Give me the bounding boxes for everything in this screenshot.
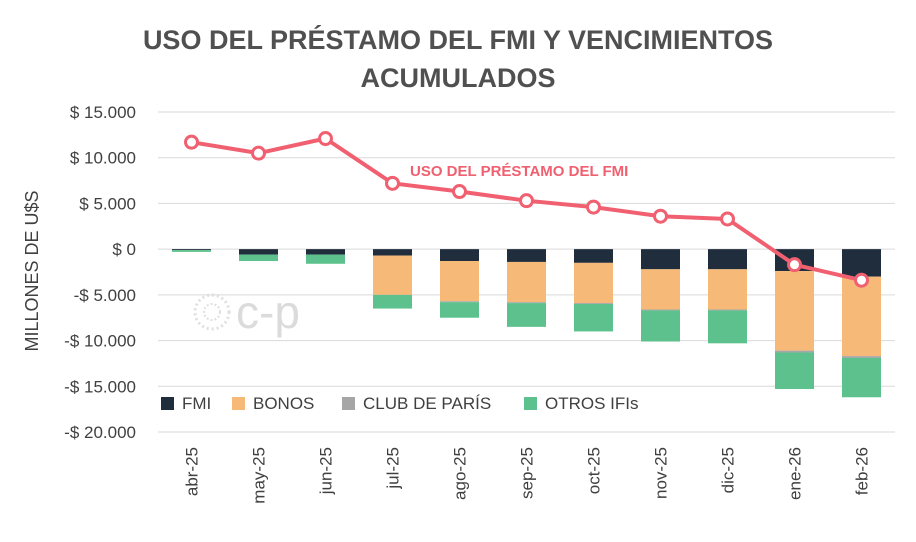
x-tick-label: ene-26 bbox=[786, 447, 805, 500]
y-tick-label: -$ 5.000 bbox=[74, 286, 136, 305]
y-axis-title: MILLONES DE U$S bbox=[22, 190, 42, 351]
line-point-feb-26 bbox=[854, 272, 869, 288]
bar-club-de-par-s-sep-25 bbox=[507, 302, 546, 304]
y-tick-label: $ 15.000 bbox=[70, 103, 136, 122]
bar-bonos-ene-26 bbox=[775, 271, 814, 351]
legend-label: OTROS IFIs bbox=[545, 394, 639, 413]
bar-otros-ifis-feb-26 bbox=[842, 357, 881, 398]
line-point-ago-25 bbox=[452, 184, 467, 200]
bar-fmi-jun-25 bbox=[306, 249, 345, 255]
bar-otros-ifis-dic-25 bbox=[708, 310, 747, 344]
bar-otros-ifis-sep-25 bbox=[507, 303, 546, 327]
bar-fmi-may-25 bbox=[239, 249, 278, 255]
bar-club-de-par-s-ago-25 bbox=[440, 301, 479, 303]
bar-bonos-jul-25 bbox=[373, 255, 412, 295]
bar-fmi-abr-25 bbox=[172, 249, 211, 251]
bar-series bbox=[172, 249, 881, 398]
bar-fmi-nov-25 bbox=[641, 249, 680, 270]
x-tick-label: feb-26 bbox=[853, 447, 872, 495]
watermark-text: c-p bbox=[236, 286, 300, 338]
x-tick-label: nov-25 bbox=[652, 447, 671, 499]
bar-club-de-par-s-nov-25 bbox=[641, 309, 680, 311]
line-point-may-25 bbox=[251, 145, 266, 161]
bar-fmi-sep-25 bbox=[507, 249, 546, 262]
x-tick-label: may-25 bbox=[250, 447, 269, 504]
y-axis-ticks: $ 15.000 $ 10.000 $ 5.000 $ 0 -$ 5.000 -$ 10.… bbox=[64, 103, 136, 442]
line-point-ene-26 bbox=[787, 257, 802, 273]
bar-otros-ifis-ago-25 bbox=[440, 302, 479, 318]
watermark-logo: c-p bbox=[193, 286, 300, 338]
x-tick-label: dic-25 bbox=[719, 447, 738, 493]
line-point-sep-25 bbox=[519, 193, 534, 209]
legend: FMI BONOS CLUB DE PARÍS OTROS IFIs bbox=[161, 394, 639, 413]
line-point-dic-25 bbox=[720, 211, 735, 227]
legend-swatch bbox=[161, 397, 174, 410]
x-tick-label: abr-25 bbox=[183, 447, 202, 496]
line-point-jun-25 bbox=[318, 131, 333, 147]
bar-otros-ifis-oct-25 bbox=[574, 304, 613, 332]
y-tick-label: $ 10.000 bbox=[70, 149, 136, 168]
bar-otros-ifis-ene-26 bbox=[775, 352, 814, 390]
y-tick-label: -$ 10.000 bbox=[64, 332, 136, 351]
y-tick-label: -$ 15.000 bbox=[64, 377, 136, 396]
bar-club-de-par-s-ene-26 bbox=[775, 350, 814, 353]
x-tick-label: oct-25 bbox=[585, 447, 604, 494]
bar-bonos-oct-25 bbox=[574, 262, 613, 304]
bar-fmi-oct-25 bbox=[574, 249, 613, 263]
bar-otros-ifis-abr-25 bbox=[172, 250, 211, 252]
y-tick-label: -$ 20.000 bbox=[64, 423, 136, 442]
legend-label: CLUB DE PARÍS bbox=[363, 394, 491, 413]
bar-club-de-par-s-dic-25 bbox=[708, 309, 747, 311]
bar-club-de-par-s-feb-26 bbox=[842, 356, 881, 358]
line-point-jul-25 bbox=[385, 175, 400, 191]
y-tick-label: $ 0 bbox=[112, 240, 136, 259]
line-point-abr-25 bbox=[184, 134, 199, 150]
x-tick-label: jul-25 bbox=[384, 447, 403, 490]
bar-bonos-feb-26 bbox=[842, 276, 881, 357]
bar-bonos-sep-25 bbox=[507, 261, 546, 303]
bar-bonos-nov-25 bbox=[641, 269, 680, 310]
bar-bonos-ago-25 bbox=[440, 261, 479, 302]
line-series-label: USO DEL PRÉSTAMO DEL FMI bbox=[410, 163, 628, 180]
bar-fmi-dic-25 bbox=[708, 249, 747, 270]
y-tick-label: $ 5.000 bbox=[79, 194, 136, 213]
line-point-oct-25 bbox=[586, 199, 601, 215]
x-tick-label: jun-25 bbox=[317, 447, 336, 495]
bar-fmi-feb-26 bbox=[842, 249, 881, 277]
x-tick-label: sep-25 bbox=[518, 447, 537, 499]
chart-title-line-1: USO DEL PRÉSTAMO DEL FMI Y VENCIMIENTOS bbox=[143, 24, 773, 55]
legend-swatch bbox=[232, 397, 245, 410]
bar-bonos-dic-25 bbox=[708, 269, 747, 310]
x-tick-label: ago-25 bbox=[451, 447, 470, 500]
bar-fmi-jul-25 bbox=[373, 249, 412, 256]
bar-otros-ifis-may-25 bbox=[239, 254, 278, 262]
legend-label: FMI bbox=[182, 394, 211, 413]
chart-title-line-2: ACUMULADOS bbox=[361, 63, 556, 93]
legend-swatch bbox=[342, 397, 355, 410]
line-point-nov-25 bbox=[653, 208, 668, 224]
bar-otros-ifis-nov-25 bbox=[641, 310, 680, 342]
legend-swatch bbox=[524, 397, 537, 410]
bar-fmi-ago-25 bbox=[440, 249, 479, 262]
bar-otros-ifis-jul-25 bbox=[373, 294, 412, 309]
bar-otros-ifis-jun-25 bbox=[306, 254, 345, 264]
x-axis-ticks: abr-25 may-25 jun-25 jul-25 ago-25 sep-25 oct-… bbox=[183, 447, 872, 504]
legend-label: BONOS bbox=[253, 394, 314, 413]
bar-club-de-par-s-oct-25 bbox=[574, 303, 613, 304]
line-series: USO DEL PRÉSTAMO DEL FMI bbox=[184, 131, 869, 288]
